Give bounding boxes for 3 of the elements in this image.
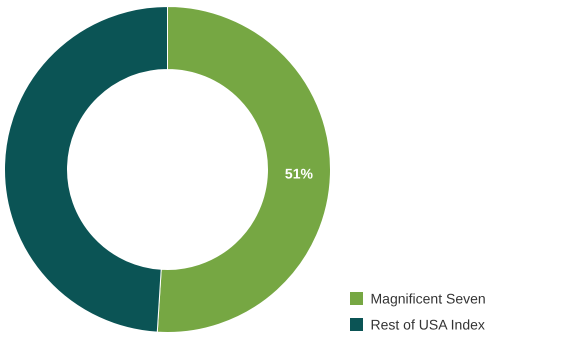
data-label: 51%	[284, 166, 314, 182]
legend-label: Rest of USA Index	[370, 316, 485, 332]
legend-label: Magnificent Seven	[370, 290, 486, 306]
